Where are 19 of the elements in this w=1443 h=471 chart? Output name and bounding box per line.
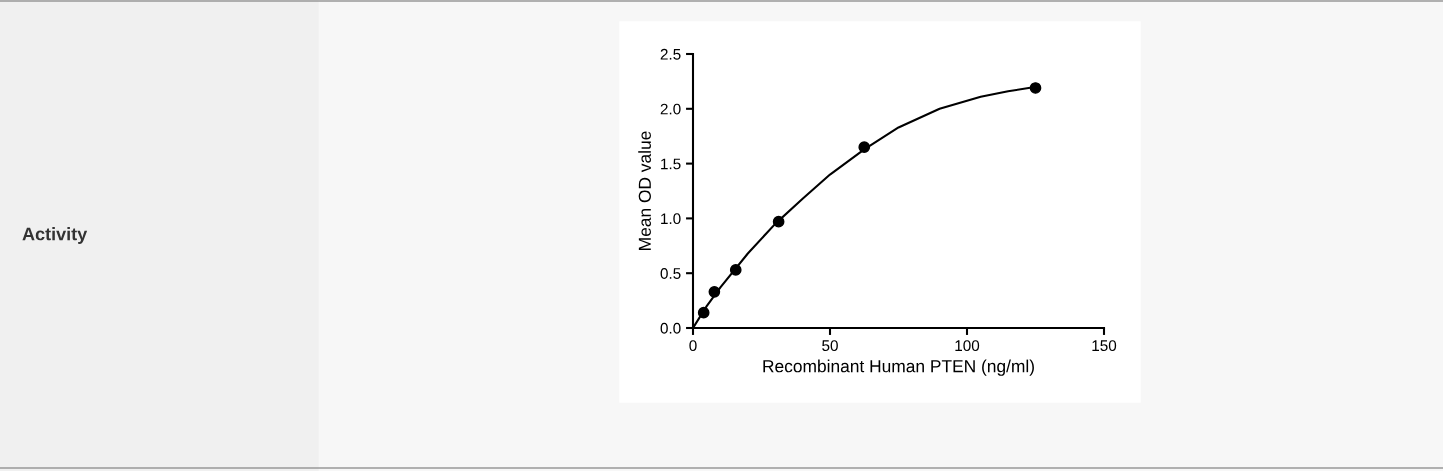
y-tick-label: 0.0 [660,322,681,334]
point [1029,82,1042,94]
x-axis-title: Recombinant Human PTEN (ng/ml) [763,359,1034,376]
text: Activity [22,227,88,244]
x-tick-label: 150 [1092,340,1117,352]
point [729,264,742,276]
x-tick-label: 0 [689,340,697,352]
x-tick-label: 50 [822,340,838,352]
y-tick-label: 1.0 [661,213,681,225]
y-tick-label: 2.5 [660,48,681,60]
y-tick-label: 2.0 [660,103,681,115]
point [772,215,785,228]
point [697,306,710,319]
point [858,141,871,154]
x-tick-label: 100 [955,340,980,352]
y-tick-label: 0.5 [660,268,681,279]
point [708,285,721,298]
y-axis-title: Mean OD value [638,131,651,250]
y-tick-label: 1.5 [661,158,681,170]
